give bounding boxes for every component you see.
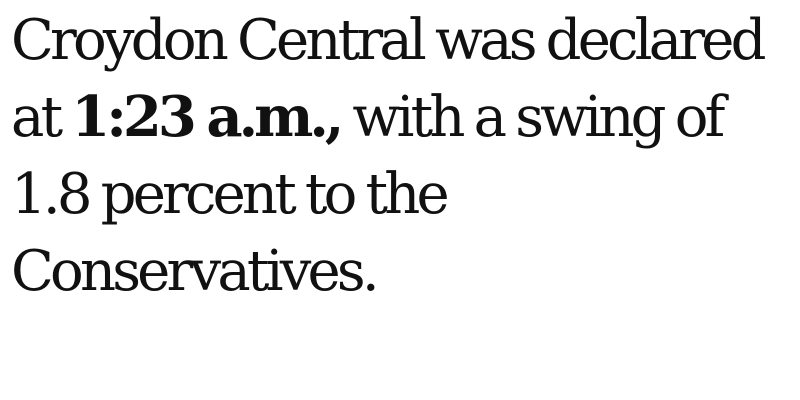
paragraph-text-before: Croydon Central was declared at bbox=[11, 8, 767, 150]
article-paragraph: Croydon Central was declared at 1:23 a.m… bbox=[11, 2, 796, 310]
declaration-time: 1:23 a.m., bbox=[71, 84, 344, 150]
paragraph-text-after: with a swing of 1.8 percent to the Conse… bbox=[11, 85, 725, 304]
